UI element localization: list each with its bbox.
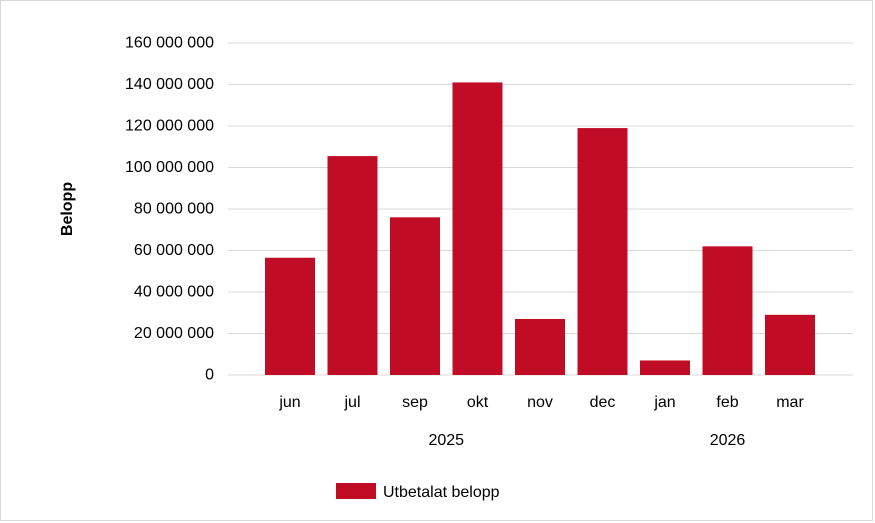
x-tick-label-jun: jun [278, 394, 300, 411]
y-tick-label: 120 000 000 [125, 118, 214, 135]
y-tick-label: 40 000 000 [134, 284, 214, 301]
x-tick-label-dec: dec [590, 394, 616, 411]
y-axis-title: Belopp [59, 182, 76, 236]
bar-jun[interactable] [265, 257, 315, 375]
bar-nov[interactable] [515, 318, 565, 375]
bar-mar[interactable] [765, 314, 815, 375]
bar-dec[interactable] [577, 128, 628, 375]
y-tick-label: 100 000 000 [125, 159, 214, 176]
x-axis-category-labels: jun jul sep okt nov dec jan feb mar [278, 394, 804, 411]
y-tick-label: 0 [205, 367, 214, 384]
x-tick-label-sep: sep [402, 394, 428, 411]
bar-jan[interactable] [640, 360, 690, 375]
y-tick-label: 20 000 000 [134, 325, 214, 342]
legend[interactable]: Utbetalat belopp [336, 483, 500, 501]
bar-sep[interactable] [390, 217, 440, 375]
x-axis-year-labels: 2025 2026 [428, 432, 745, 449]
bar-jul[interactable] [327, 156, 378, 375]
bar-okt[interactable] [452, 82, 503, 376]
bar-feb[interactable] [702, 246, 753, 375]
x-tick-label-mar: mar [776, 394, 804, 411]
y-tick-label: 60 000 000 [134, 242, 214, 259]
x-tick-label-jan: jan [653, 394, 675, 411]
legend-label: Utbetalat belopp [383, 484, 500, 501]
y-tick-label: 80 000 000 [134, 201, 214, 218]
x-tick-label-okt: okt [467, 394, 489, 411]
x-tick-label-nov: nov [527, 394, 553, 411]
x-tick-label-jul: jul [343, 394, 360, 411]
y-axis-tick-labels: 0 20 000 000 40 000 000 60 000 000 80 000 00… [125, 35, 214, 384]
y-tick-label: 160 000 000 [125, 35, 214, 52]
x-tick-label-feb: feb [716, 394, 738, 411]
x-group-label-2026: 2026 [710, 432, 746, 449]
y-tick-label: 140 000 000 [125, 76, 214, 93]
bars [265, 82, 815, 376]
legend-swatch [336, 483, 376, 499]
x-group-label-2025: 2025 [428, 432, 464, 449]
